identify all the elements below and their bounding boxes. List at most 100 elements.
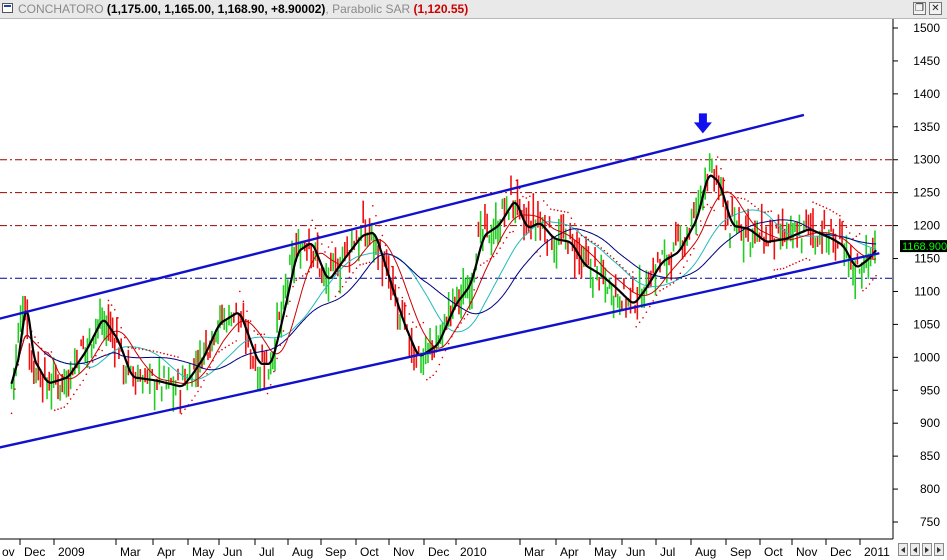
scroll-first-button[interactable]: [898, 543, 908, 556]
sar-dot: [577, 228, 579, 231]
sar-dot: [502, 242, 505, 244]
x-tick-label-Jun: Jun: [223, 545, 242, 559]
sar-dot: [194, 395, 196, 397]
sar-dot: [655, 294, 658, 297]
sar-dot: [63, 406, 66, 408]
sar-dot: [642, 317, 644, 319]
x-tick-label-Mar: Mar: [524, 545, 545, 559]
sar-dot: [689, 254, 692, 256]
sar-dot: [375, 214, 377, 217]
sar-dot: [539, 255, 542, 257]
sar-dot: [345, 281, 347, 283]
sar-dot: [730, 195, 732, 198]
sar-dot: [362, 263, 364, 265]
sar-dot: [710, 206, 712, 209]
close-button[interactable]: ✕: [929, 2, 942, 15]
sar-dot: [489, 257, 492, 260]
sar-dot: [597, 244, 599, 247]
sar-dot: [91, 361, 94, 363]
restore-button[interactable]: ❐: [913, 2, 926, 15]
sar-dot: [785, 266, 788, 268]
sar-dot: [835, 212, 838, 215]
sar-dot: [492, 255, 495, 258]
sar-dot: [649, 305, 651, 308]
x-tick-label-Jul: Jul: [259, 545, 274, 559]
sar-dot: [282, 330, 285, 332]
sar-dot: [60, 407, 62, 409]
sar-dot: [321, 243, 323, 245]
sar-dot: [515, 179, 518, 182]
sar-dot: [460, 322, 462, 324]
sar-dot: [246, 310, 248, 313]
y-tick-label-750: 750: [920, 515, 940, 529]
ma-cyan-line: [11, 209, 877, 384]
sar-dot: [750, 202, 753, 205]
sar-dot: [37, 341, 40, 344]
sar-dot: [858, 233, 861, 235]
y-tick-label-1300: 1300: [913, 153, 940, 167]
sar-dot: [82, 379, 85, 382]
sar-dot: [69, 398, 72, 400]
y-tick-label-850: 850: [920, 449, 940, 463]
x-tick-label-Jul: Jul: [660, 545, 675, 559]
sar-dot: [594, 242, 596, 245]
sar-dot: [359, 264, 361, 266]
sar-dot: [609, 255, 612, 257]
sar-dot: [567, 211, 569, 214]
x-tick-label-2009: 2009: [58, 545, 85, 559]
sar-dot: [14, 388, 16, 390]
sar-dot: [173, 355, 176, 357]
down-arrow-marker: [693, 113, 712, 134]
sar-dot: [782, 267, 785, 270]
scroll-back-button[interactable]: [910, 543, 920, 556]
y-tick-label-1250: 1250: [913, 186, 940, 200]
sar-dot: [662, 288, 665, 290]
sar-dot: [737, 196, 739, 199]
sar-dot: [842, 220, 844, 223]
sar-dot: [573, 223, 576, 225]
sar-dot: [479, 264, 482, 266]
sar-dot: [645, 311, 648, 313]
sar-dot: [301, 275, 304, 277]
sar-dot: [231, 342, 234, 344]
sar-dot: [669, 284, 671, 286]
sar-dot: [152, 350, 155, 352]
scroll-last-button[interactable]: [934, 543, 944, 556]
sar-dot: [553, 208, 555, 211]
sar-dot: [149, 349, 151, 352]
plot-area: [0, 113, 893, 449]
sar-dot: [612, 257, 615, 260]
sar-dot: [699, 220, 702, 222]
sar-dot: [145, 349, 148, 351]
sar-dot: [546, 204, 549, 206]
sar-dot: [341, 285, 344, 288]
sar-dot: [716, 156, 719, 158]
sar-dot: [435, 370, 438, 373]
sar-dot: [279, 344, 282, 347]
x-tick-label-Apr: Apr: [560, 545, 579, 559]
sar-dot: [706, 203, 709, 206]
upper-channel-line: [0, 113, 805, 320]
sar-dot: [672, 282, 675, 284]
sar-dot: [795, 261, 797, 264]
sar-dot: [587, 238, 590, 241]
sar-dot: [473, 289, 475, 291]
sar-dot: [113, 308, 116, 311]
sar-dot: [584, 236, 586, 239]
sar-dot: [131, 347, 133, 349]
sar-dot: [429, 376, 431, 379]
sar-dot: [819, 204, 821, 206]
sar-dot: [391, 265, 393, 268]
price-chart[interactable]: 1500 1450 1400 1350 1300 1250 1200 1150 1100 1050…: [0, 19, 947, 560]
sar-dot: [832, 210, 835, 213]
sar-dot: [203, 379, 205, 382]
y-tick-label-1450: 1450: [913, 54, 940, 68]
sar-dot: [180, 412, 183, 415]
sar-dot: [401, 296, 404, 299]
sar-dot: [845, 226, 848, 229]
sar-dot: [57, 408, 59, 410]
sar-dot: [499, 247, 501, 250]
x-tick-label-Mar: Mar: [120, 545, 141, 559]
sar-dot: [85, 373, 88, 376]
scroll-forward-button[interactable]: [922, 543, 932, 556]
